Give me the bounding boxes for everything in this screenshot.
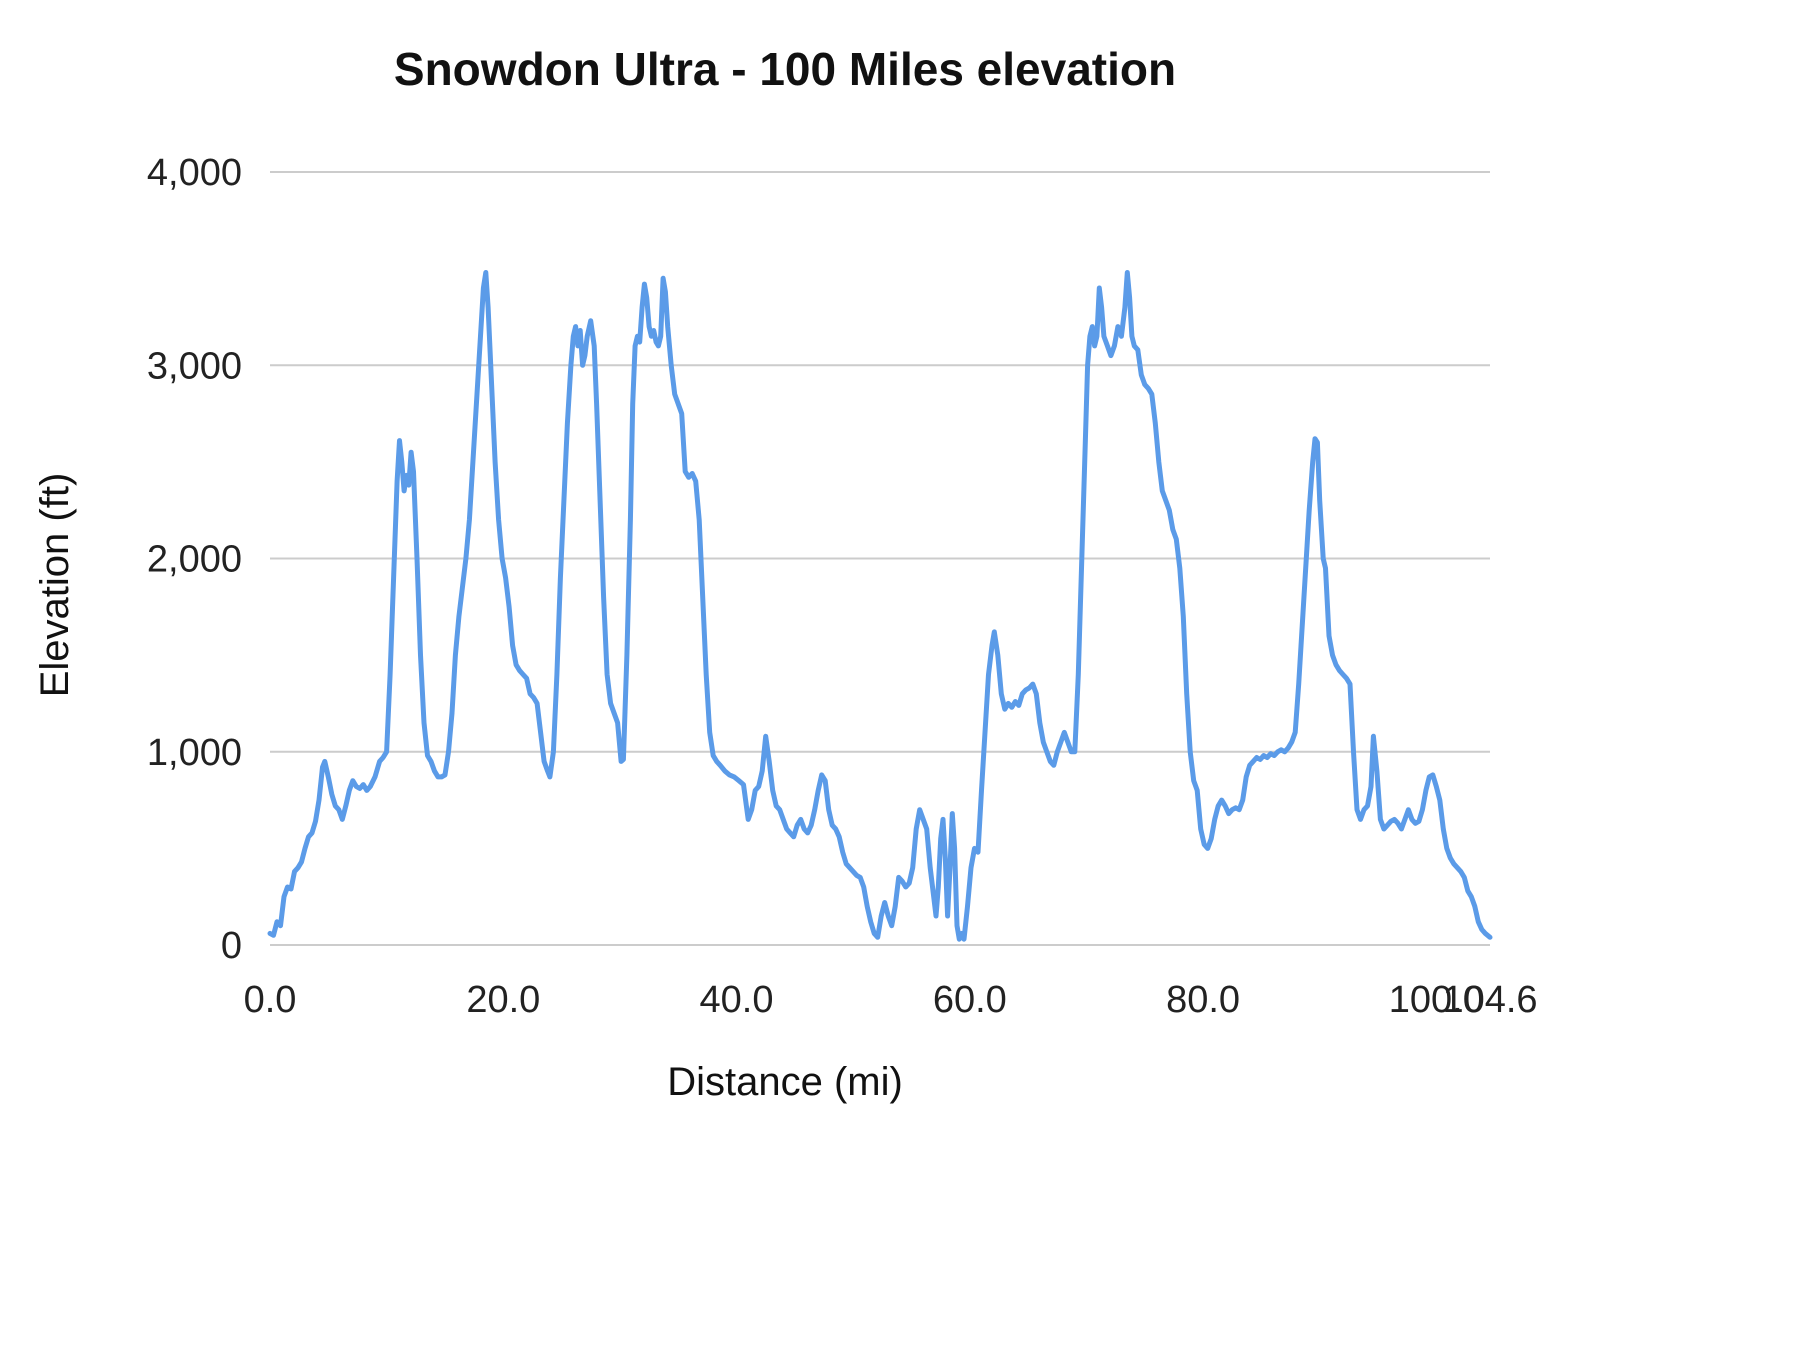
x-tick-label: 104.6 [1442, 979, 1537, 1021]
x-tick-label: 80.0 [1166, 979, 1240, 1021]
y-tick-label: 0 [221, 925, 242, 967]
y-tick-label: 2,000 [147, 539, 242, 581]
y-tick-label: 4,000 [147, 152, 242, 194]
chart-title: Snowdon Ultra - 100 Miles elevation [394, 43, 1176, 95]
x-axis-title: Distance (mi) [667, 1060, 903, 1104]
y-tick-label: 3,000 [147, 345, 242, 387]
y-tick-labels: 0 1,000 2,000 3,000 4,000 [147, 152, 242, 967]
y-tick-label: 1,000 [147, 732, 242, 774]
x-tick-label: 60.0 [933, 979, 1007, 1021]
x-tick-label: 100.0 [1389, 979, 1484, 1021]
y-axis-title: Elevation (ft) [33, 473, 77, 698]
x-tick-label: 40.0 [700, 979, 774, 1021]
elevation-line [267, 270, 1493, 942]
x-tick-label: 0.0 [244, 979, 297, 1021]
x-tick-label: 20.0 [466, 979, 540, 1021]
